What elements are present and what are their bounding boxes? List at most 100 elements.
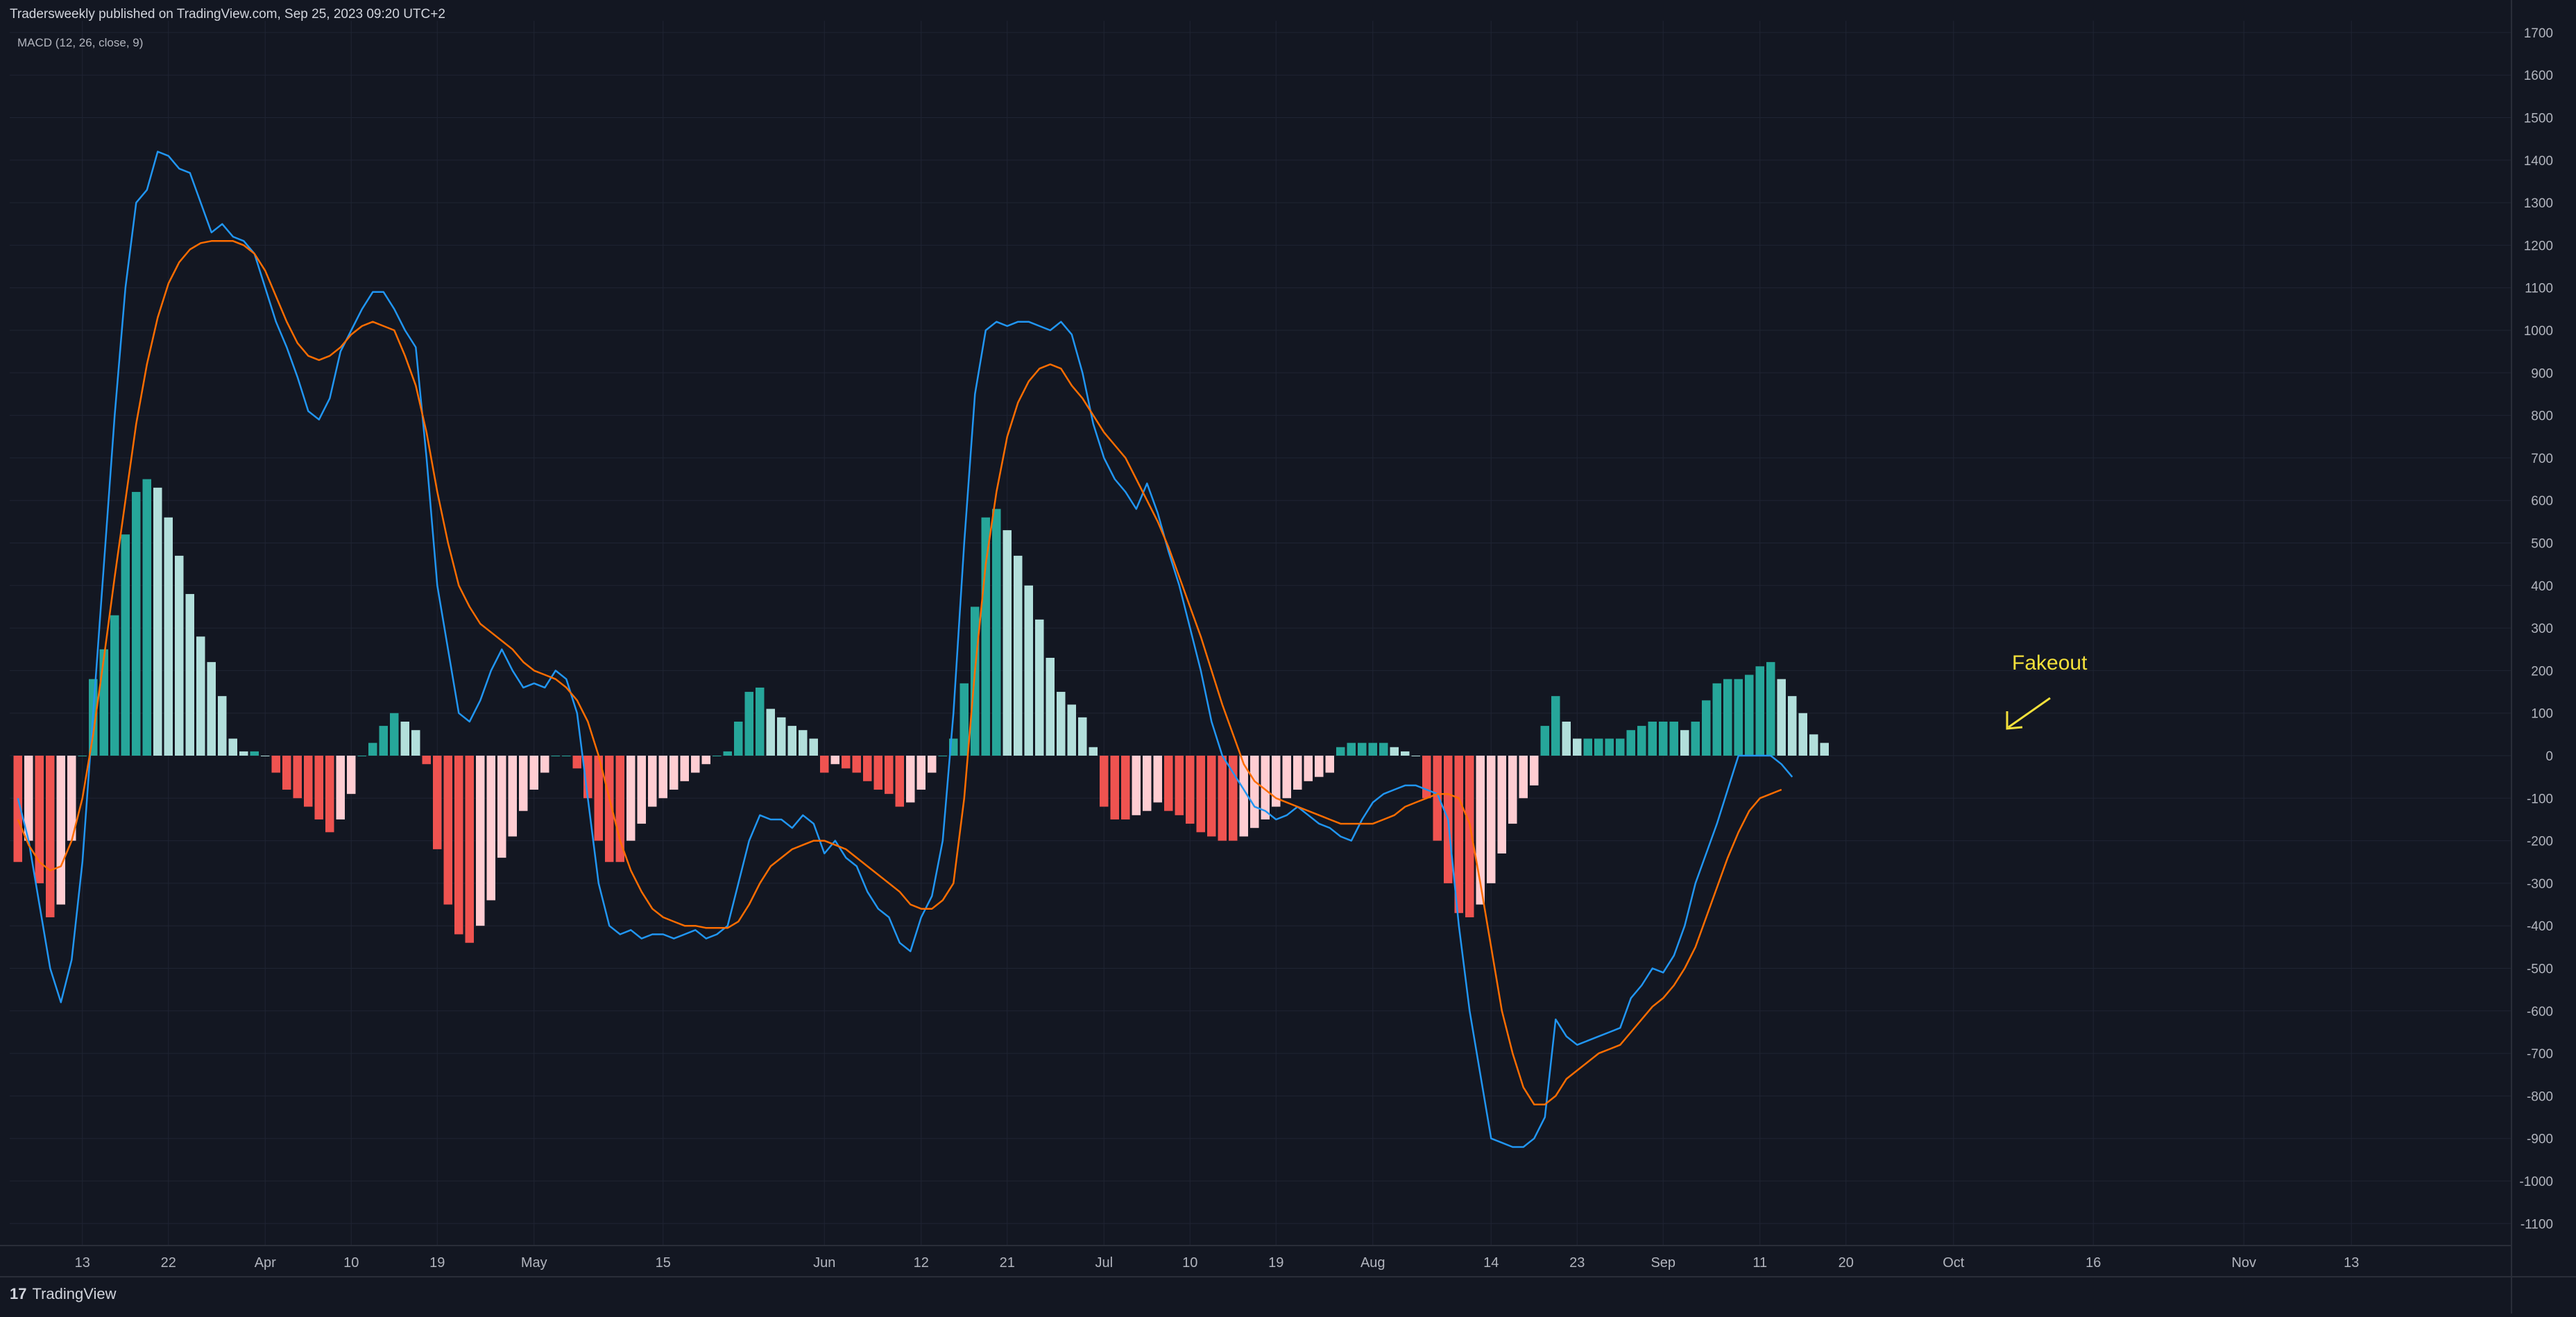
histogram-bar: [1035, 619, 1044, 756]
histogram-bars: [13, 479, 1829, 943]
histogram-bar: [1691, 721, 1700, 756]
x-tick-label: 10: [1182, 1255, 1197, 1271]
y-tick-label: -300: [2527, 877, 2553, 892]
histogram-bar: [142, 479, 151, 756]
y-tick-label: -800: [2527, 1089, 2553, 1104]
histogram-bar: [895, 756, 904, 807]
x-tick-label: 22: [161, 1255, 176, 1271]
grid-lines: [10, 21, 2511, 1246]
x-tick-label: 13: [75, 1255, 90, 1271]
histogram-bar: [293, 756, 302, 799]
histogram-bar: [1078, 717, 1087, 756]
histogram-bar: [336, 756, 345, 819]
y-tick-label: 400: [2531, 579, 2553, 594]
x-tick-label: 13: [2344, 1255, 2359, 1271]
histogram-bar: [1530, 756, 1539, 785]
histogram-bar: [422, 756, 431, 765]
histogram-bar: [1067, 704, 1076, 756]
histogram-bar: [680, 756, 689, 781]
histogram-bar: [529, 756, 538, 790]
histogram-bar: [486, 756, 495, 901]
histogram-bar: [67, 756, 76, 841]
histogram-bar: [390, 713, 399, 756]
histogram-bar: [1820, 742, 1829, 756]
x-tick-label: Jul: [1095, 1255, 1113, 1271]
histogram-bar: [411, 730, 420, 756]
indicator-legend[interactable]: MACD (12, 26, close, 9): [17, 36, 144, 49]
histogram-bar: [594, 756, 603, 841]
histogram-bar: [830, 756, 839, 765]
x-tick-label: Aug: [1360, 1255, 1385, 1271]
histogram-bar: [842, 756, 851, 769]
histogram-bar: [132, 491, 141, 756]
histogram-bar: [1454, 756, 1463, 913]
histogram-bar: [1336, 747, 1345, 756]
histogram-bar: [701, 756, 710, 765]
y-tick-label: 1300: [2524, 196, 2553, 211]
histogram-bar: [766, 708, 775, 756]
histogram-bar: [691, 756, 700, 773]
histogram-bar: [1014, 555, 1023, 756]
footer-brand-label: TradingView: [32, 1285, 117, 1302]
histogram-bar: [1250, 756, 1259, 829]
histogram-bar: [756, 687, 765, 756]
footer-brand[interactable]: 17 TradingView: [10, 1285, 117, 1303]
histogram-bar: [809, 738, 818, 756]
histogram-bar: [1583, 738, 1592, 756]
histogram-bar: [1497, 756, 1506, 853]
histogram-bar: [1315, 756, 1324, 777]
histogram-bar: [1433, 756, 1442, 841]
histogram-bar: [992, 509, 1001, 756]
histogram-bar: [1401, 751, 1410, 756]
histogram-bar: [24, 756, 33, 841]
histogram-bar: [35, 756, 44, 883]
y-tick-label: -600: [2527, 1005, 2553, 1019]
histogram-bar: [1239, 756, 1248, 837]
histogram-bar: [1680, 730, 1689, 756]
histogram-bar: [1304, 756, 1313, 781]
histogram-bar: [1712, 683, 1721, 756]
histogram-bar: [1734, 679, 1743, 756]
x-tick-label: 10: [343, 1255, 359, 1271]
x-tick-label: 11: [1752, 1255, 1767, 1271]
x-tick-label: 15: [656, 1255, 671, 1271]
histogram-bar: [239, 751, 248, 756]
price-scale[interactable]: 1700160015001400130012001100100090080070…: [2511, 0, 2553, 1314]
histogram-bar: [13, 756, 22, 863]
histogram-bar: [1465, 756, 1474, 917]
histogram-bar: [658, 756, 667, 799]
histogram-bar: [250, 751, 259, 756]
histogram-bar: [1089, 747, 1098, 756]
y-tick-label: 1500: [2524, 112, 2553, 126]
histogram-bar: [1777, 679, 1786, 756]
histogram-bar: [1573, 738, 1582, 756]
x-tick-label: 19: [1268, 1255, 1283, 1271]
y-tick-label: -1100: [2520, 1217, 2553, 1232]
histogram-bar: [1282, 756, 1291, 799]
histogram-bar: [1347, 742, 1356, 756]
histogram-bar: [1110, 756, 1119, 819]
histogram-bar: [1186, 756, 1195, 824]
signal-line: [17, 240, 1782, 1105]
histogram-bar: [1798, 713, 1807, 756]
histogram-bar: [1766, 662, 1775, 756]
y-tick-label: 600: [2531, 494, 2553, 509]
histogram-bar: [1024, 585, 1033, 756]
histogram-bar: [175, 555, 184, 756]
histogram-bar: [1422, 756, 1431, 799]
histogram-bar: [271, 756, 280, 773]
histogram-bar: [314, 756, 323, 819]
time-scale[interactable]: 13 22 Apr 10 19 May 15 Jun 12 21 Jul 10 19 Aug 14 23 Sep…: [0, 1245, 2576, 1277]
histogram-bar: [325, 756, 334, 833]
x-tick-label: 23: [1569, 1255, 1585, 1271]
histogram-bar: [1261, 756, 1270, 819]
histogram-bar: [1788, 696, 1797, 756]
x-tick-label: 20: [1839, 1255, 1854, 1271]
x-tick-label: Apr: [255, 1255, 276, 1271]
histogram-bar: [734, 721, 743, 756]
histogram-bar: [787, 726, 796, 756]
histogram-bar: [615, 756, 624, 863]
histogram-bar: [497, 756, 506, 858]
histogram-bar: [820, 756, 829, 773]
